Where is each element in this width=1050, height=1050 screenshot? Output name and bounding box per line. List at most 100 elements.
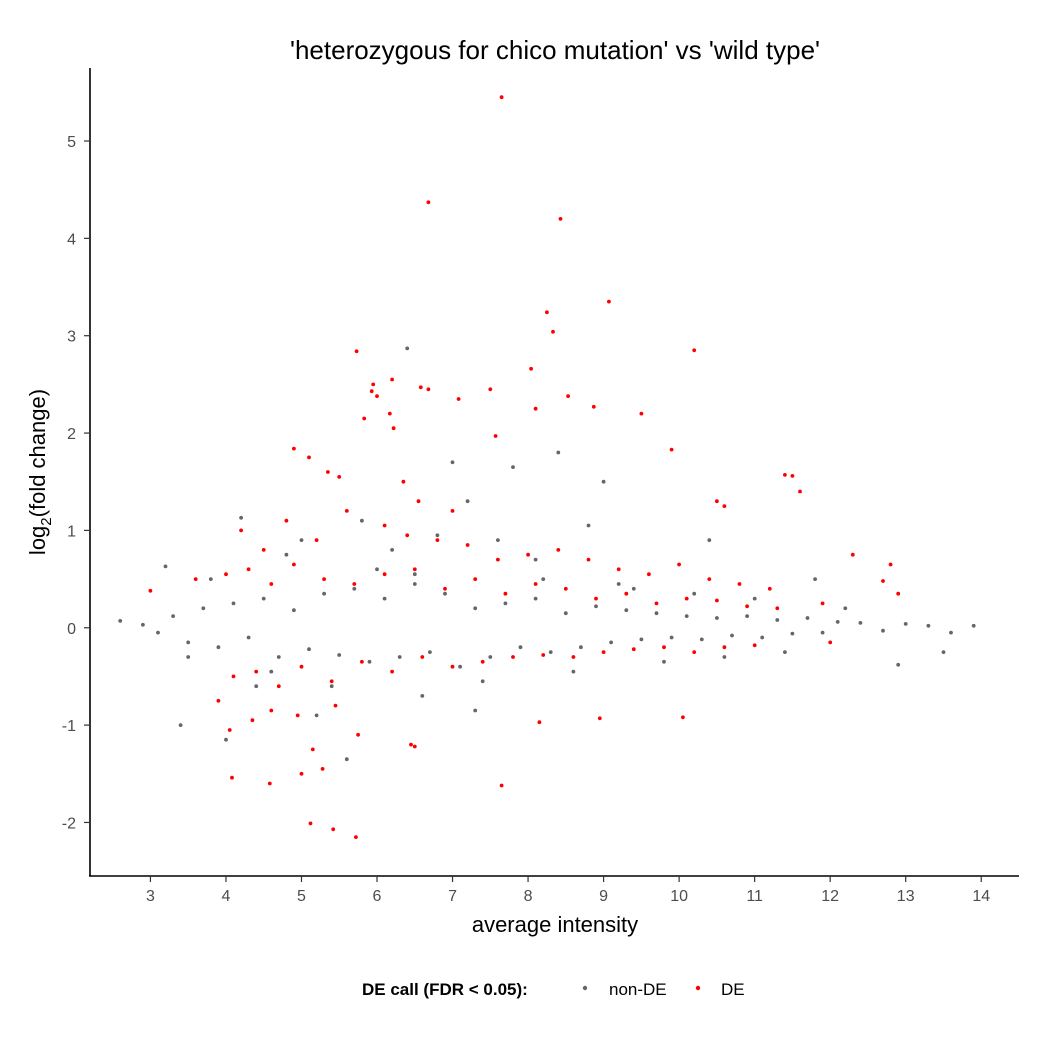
point-non-de	[624, 608, 629, 613]
point-non-de	[601, 479, 606, 484]
point-de	[752, 643, 757, 648]
point-non-de	[707, 538, 712, 542]
point-de	[594, 596, 598, 601]
point-non-de	[941, 650, 946, 654]
point-non-de	[813, 577, 817, 581]
point-de	[526, 552, 530, 557]
point-de	[387, 411, 392, 416]
point-non-de	[783, 650, 787, 654]
point-de	[227, 728, 232, 732]
point-non-de	[412, 572, 417, 577]
point-de	[737, 582, 742, 586]
point-non-de	[775, 618, 780, 622]
point-non-de	[511, 465, 515, 469]
point-de	[412, 744, 417, 749]
point-de	[409, 742, 413, 747]
point-de	[896, 591, 901, 596]
point-non-de	[548, 650, 553, 654]
point-de	[601, 650, 606, 654]
point-non-de	[163, 564, 168, 569]
legend-swatch-non-de	[582, 985, 588, 991]
point-de	[533, 582, 538, 586]
point-non-de	[722, 655, 727, 659]
point-non-de	[903, 622, 908, 626]
point-non-de	[458, 664, 462, 669]
point-de	[571, 655, 576, 659]
point-non-de	[541, 577, 546, 581]
point-non-de	[496, 538, 500, 542]
point-non-de	[730, 633, 734, 638]
point-non-de	[269, 669, 274, 674]
point-de	[416, 499, 421, 504]
point-non-de	[367, 659, 372, 664]
y-tick-label: 3	[67, 329, 76, 346]
point-de	[310, 747, 315, 752]
point-non-de	[284, 552, 289, 557]
point-non-de	[224, 737, 228, 742]
point-non-de	[715, 616, 719, 620]
point-non-de	[420, 694, 425, 698]
point-non-de	[654, 611, 659, 616]
point-de	[820, 601, 825, 606]
point-de	[216, 698, 221, 703]
y-axis-title-subscript: 2	[38, 517, 55, 525]
point-de	[375, 394, 379, 398]
point-de	[888, 562, 893, 567]
point-de	[563, 586, 568, 591]
legend-label-de: DE	[721, 980, 745, 999]
x-tick-label: 14	[972, 888, 990, 905]
point-non-de	[307, 647, 311, 652]
point-non-de	[669, 635, 674, 640]
point-de	[420, 655, 425, 659]
point-de	[669, 447, 674, 452]
point-de	[254, 669, 259, 674]
point-non-de	[443, 591, 447, 596]
point-de	[775, 606, 780, 611]
point-non-de	[344, 757, 349, 762]
point-de	[607, 299, 611, 304]
y-tick-label: 1	[67, 523, 76, 540]
point-non-de	[360, 518, 364, 523]
point-non-de	[609, 640, 613, 645]
point-de	[382, 572, 387, 577]
point-de	[356, 732, 360, 737]
point-de	[401, 479, 406, 484]
point-non-de	[631, 586, 636, 591]
point-de	[681, 715, 685, 720]
point-de	[767, 586, 772, 591]
point-de	[344, 509, 349, 513]
point-de	[558, 217, 563, 221]
point-non-de	[556, 450, 561, 455]
point-non-de	[292, 608, 296, 613]
legend-title: DE call (FDR < 0.05):	[362, 980, 528, 999]
point-de	[745, 604, 749, 609]
point-non-de	[752, 596, 757, 601]
point-non-de	[201, 606, 206, 611]
point-non-de	[662, 659, 666, 664]
point-non-de	[533, 596, 538, 601]
point-de	[707, 577, 712, 581]
y-tick-label: 0	[67, 621, 76, 638]
point-de	[480, 659, 485, 664]
point-non-de	[473, 708, 478, 713]
point-non-de	[465, 499, 470, 504]
point-de	[499, 783, 504, 788]
point-de	[418, 385, 423, 390]
point-non-de	[616, 582, 621, 586]
legend-label-non-de: non-DE	[609, 980, 667, 999]
y-axis-ticks: -2 -1 0 1 2 3 4 5	[62, 134, 90, 832]
point-de	[261, 548, 266, 552]
point-de	[881, 579, 885, 583]
point-non-de	[639, 637, 644, 642]
point-de	[722, 645, 727, 650]
point-de	[533, 406, 538, 411]
point-non-de	[261, 596, 266, 601]
y-tick-label: -1	[62, 718, 76, 735]
point-de	[684, 596, 689, 601]
point-de	[616, 567, 621, 572]
point-de	[405, 533, 410, 538]
point-de	[677, 562, 681, 567]
legend: DE call (FDR < 0.05): non-DE DE	[362, 980, 745, 999]
x-tick-label: 7	[448, 888, 457, 905]
